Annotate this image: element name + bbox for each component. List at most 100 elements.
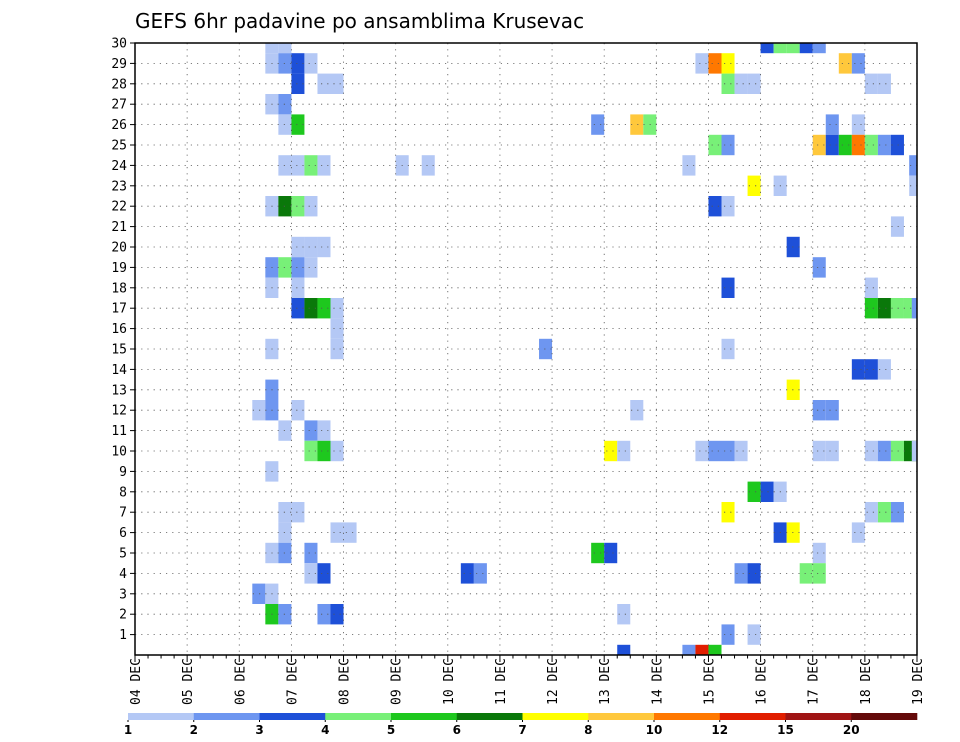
heatmap-cell — [734, 440, 748, 462]
heatmap-cell — [291, 257, 305, 278]
heatmap-cell — [890, 134, 904, 156]
heatmap-cell — [682, 644, 696, 655]
y-tick-label: 16 — [111, 322, 127, 337]
heatmap-cell — [890, 502, 904, 523]
heatmap-cell — [604, 440, 618, 462]
x-tick-label: 08 DEC — [338, 658, 353, 705]
heatmap-cell — [617, 644, 631, 655]
colorbar-swatch — [719, 713, 786, 720]
heatmap-cell — [343, 522, 357, 543]
heatmap-cell — [838, 53, 852, 74]
x-tick-label: 15 DEC — [702, 658, 717, 705]
heatmap-cell — [812, 542, 826, 564]
heatmap-cell — [304, 563, 318, 584]
heatmap-cell — [877, 134, 891, 156]
colorbar-label: 12 — [711, 723, 728, 737]
heatmap-cell — [890, 216, 904, 237]
heatmap-cell — [304, 257, 318, 278]
heatmap-cell — [330, 604, 344, 625]
heatmap-cell — [786, 43, 800, 54]
x-tick-label: 04 DEC — [129, 658, 144, 705]
colorbar-swatch — [588, 713, 655, 720]
x-tick-label: 12 DEC — [546, 658, 561, 705]
heatmap-cell — [304, 298, 318, 319]
heatmap-cell — [825, 114, 839, 135]
y-tick-label: 10 — [111, 445, 127, 460]
heatmap-cell — [317, 298, 331, 319]
heatmap-cell — [291, 298, 305, 319]
y-tick-label: 20 — [111, 241, 127, 256]
heatmap-cell — [695, 440, 709, 462]
y-tick-label: 3 — [119, 587, 127, 602]
x-tick-label: 19 DEC — [911, 658, 926, 705]
heatmap-cell — [330, 440, 344, 462]
colorbar-label: 5 — [387, 723, 395, 737]
heatmap-cell — [825, 440, 839, 462]
heatmap-cell — [864, 359, 878, 380]
heatmap-cell — [747, 481, 761, 502]
heatmap-cell — [330, 298, 344, 319]
heatmap-cell — [838, 134, 852, 156]
heatmap-cell — [708, 440, 722, 462]
heatmap-cell — [877, 298, 891, 319]
heatmap-cell — [760, 43, 774, 54]
heatmap-cell — [291, 502, 305, 523]
colorbar-swatch — [851, 713, 918, 720]
heatmap-cell — [317, 604, 331, 625]
heatmap-cell — [877, 502, 891, 523]
heatmap-cell — [721, 53, 735, 74]
x-tick-label: 09 DEC — [390, 658, 405, 705]
heatmap-cell — [911, 440, 917, 462]
colorbar-label: 15 — [777, 723, 794, 737]
chart-title: GEFS 6hr padavine po ansamblima Krusevac — [135, 9, 584, 33]
heatmap-cell — [682, 155, 696, 176]
heatmap-cell — [304, 53, 318, 74]
heatmap-cell — [330, 73, 344, 94]
heatmap-cell — [747, 624, 761, 645]
heatmap-cell — [721, 338, 735, 360]
heatmap-cell — [317, 440, 331, 462]
heatmap-cell — [278, 43, 292, 54]
x-tick-label: 05 DEC — [181, 658, 196, 705]
heatmap-cell — [864, 73, 878, 94]
colorbar-swatch — [654, 713, 721, 720]
heatmap-cell — [812, 563, 826, 584]
x-tick-label: 18 DEC — [859, 658, 874, 705]
x-tick-label: 13 DEC — [598, 658, 613, 705]
colorbar-swatch — [193, 713, 260, 720]
y-tick-label: 4 — [119, 567, 127, 582]
heatmap-cell — [734, 563, 748, 584]
heatmap-cell — [812, 400, 826, 421]
heatmap-cell — [291, 277, 305, 298]
y-tick-label: 12 — [111, 404, 127, 419]
heatmap-cell — [291, 196, 305, 217]
y-tick-label: 23 — [111, 179, 127, 194]
heatmap-cell — [721, 502, 735, 523]
y-tick-label: 28 — [111, 77, 127, 92]
heatmap-cell — [864, 502, 878, 523]
heatmap-cell — [317, 563, 331, 584]
x-tick-label: 07 DEC — [285, 658, 300, 705]
colorbar-swatch — [522, 713, 589, 720]
heatmap-cell — [909, 175, 917, 196]
heatmap-cell — [317, 420, 331, 441]
y-tick-label: 26 — [111, 118, 127, 133]
colorbar-label: 2 — [190, 723, 198, 737]
y-tick-label: 27 — [111, 98, 127, 113]
heatmap-cell — [721, 277, 735, 298]
heatmap-cell — [708, 134, 722, 156]
heatmap-cell — [304, 440, 318, 462]
heatmap-cell — [747, 175, 761, 196]
x-tick-label: 11 DEC — [494, 658, 509, 705]
heatmap-cell — [812, 257, 826, 278]
heatmap-cell — [630, 114, 644, 135]
y-tick-label: 17 — [111, 302, 127, 317]
heatmap-cell — [721, 624, 735, 645]
heatmap-cell — [330, 522, 344, 543]
heatmap-cell — [851, 53, 865, 74]
heatmap-cell — [911, 298, 917, 319]
y-tick-label: 19 — [111, 261, 127, 276]
heatmap-cell — [252, 583, 266, 604]
colorbar-label: 8 — [584, 723, 592, 737]
y-tick-label: 24 — [111, 159, 127, 174]
